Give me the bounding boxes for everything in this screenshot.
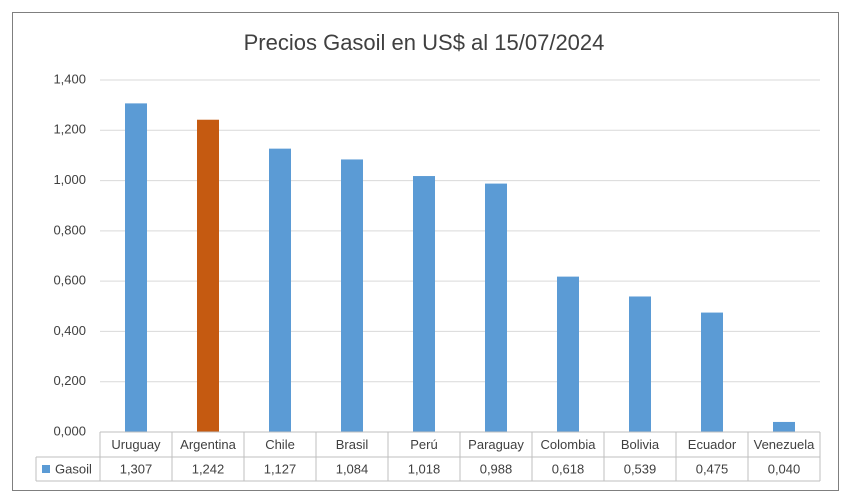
x-tick-label: Colombia [541,437,597,452]
y-tick-label: 0,000 [53,423,86,438]
value-label: 0,475 [696,461,729,476]
bar [773,421,795,432]
value-label: 0,539 [624,461,657,476]
value-label: 0,618 [552,461,585,476]
y-tick-label: 0,800 [53,222,86,237]
bar [701,312,723,432]
bar [629,296,651,432]
x-tick-label: Argentina [180,437,236,452]
x-tick-label: Ecuador [688,437,737,452]
value-label: 1,307 [120,461,153,476]
chart-title: Precios Gasoil en US$ al 15/07/2024 [244,30,605,55]
x-tick-label: Chile [265,437,295,452]
bar [485,183,507,432]
value-label: 1,127 [264,461,297,476]
y-tick-label: 0,200 [53,373,86,388]
y-tick-label: 1,200 [53,122,86,137]
x-tick-label: Perú [410,437,437,452]
bar [557,276,579,432]
value-label: 0,040 [768,461,801,476]
y-tick-label: 0,600 [53,273,86,288]
value-label: 1,084 [336,461,369,476]
bar [197,119,219,433]
y-tick-label: 0,400 [53,323,86,338]
value-label: 1,242 [192,461,225,476]
y-tick-label: 1,000 [53,172,86,187]
x-tick-label: Bolivia [621,437,660,452]
value-label: 0,988 [480,461,513,476]
x-tick-label: Uruguay [111,437,161,452]
bar [341,159,363,433]
x-tick-label: Venezuela [754,437,815,452]
bar [413,176,435,432]
x-tick-label: Paraguay [468,437,524,452]
value-label: 1,018 [408,461,441,476]
y-tick-label: 1,400 [53,71,86,86]
bar [269,148,291,432]
x-tick-label: Brasil [336,437,369,452]
legend-swatch [42,465,50,473]
legend-label: Gasoil [55,461,92,476]
bar [125,103,147,432]
